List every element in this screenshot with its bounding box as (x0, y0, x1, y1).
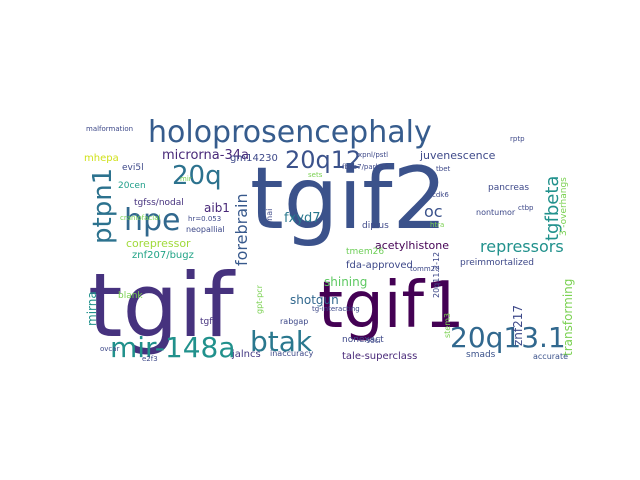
word: dipius (362, 221, 389, 231)
word: tgfi2 (200, 317, 221, 327)
word: fbxo7/park15 (342, 163, 389, 171)
word: tgif2 (250, 149, 448, 249)
word: evi5l (122, 163, 144, 173)
word: jalncs (232, 349, 261, 360)
word: preimmortalized (460, 258, 535, 268)
word: e2f3 (142, 355, 158, 363)
word: nontumor (476, 208, 516, 217)
word: btak (250, 325, 313, 358)
word: 3'-overhangs (559, 177, 569, 236)
word: nonexact (342, 335, 384, 345)
word: rabgap (280, 317, 309, 326)
word: xpnl/pstl (358, 151, 389, 159)
word: 20q (172, 161, 222, 191)
word: sets (308, 171, 323, 179)
word: tbet (436, 165, 451, 173)
word: ptpn1 (88, 167, 118, 244)
word: shotgun (290, 293, 339, 307)
word: 20cen (118, 181, 146, 191)
word: aib1 (204, 201, 230, 215)
word: ctbp (518, 204, 534, 212)
word: repressors (480, 237, 564, 256)
word: juvenescence (420, 149, 496, 162)
word-cloud: tgif2 tgif tgif1 holoprosencephaly 20q12… (80, 106, 579, 374)
word: mir (180, 175, 192, 183)
word: 20q12 (285, 146, 362, 174)
word: microrna-34a (162, 148, 249, 163)
word: gpt-pcr (255, 285, 264, 314)
word: rptp (510, 135, 525, 143)
word: mir-148a (110, 331, 236, 364)
word: ovcar (100, 345, 120, 353)
word: fxyd7 (284, 211, 321, 226)
word: shining (324, 275, 368, 289)
word: hr=0.053 (188, 215, 222, 223)
word: tgfss/nodal (134, 198, 184, 208)
word: craniofacial (120, 214, 161, 222)
word: tomm20 (410, 265, 440, 273)
word: inaccuracy (270, 349, 314, 358)
word: smads (466, 350, 496, 360)
word: mhepa (84, 153, 119, 164)
word: malformation (86, 125, 134, 133)
word: tgif (88, 254, 234, 357)
word: cdk6 (432, 191, 449, 199)
word: corepressor (126, 237, 191, 250)
word: stem3 (443, 312, 452, 338)
word: rnai (265, 208, 274, 224)
word: blank (118, 291, 143, 301)
word: pancreas (488, 183, 530, 193)
word: tmem26 (346, 247, 385, 257)
word: fda-approved (346, 260, 413, 271)
word: accurate (533, 352, 569, 361)
word: transforming (561, 278, 575, 356)
word: mirna (85, 291, 99, 326)
word: tale-superclass (342, 351, 418, 362)
word: znf217 (511, 304, 525, 346)
word: neopallial (186, 225, 225, 234)
word: htra (430, 221, 445, 229)
word: acetylhistone (375, 239, 449, 252)
word: 20q13.1 (450, 321, 566, 354)
word: oc (424, 202, 443, 221)
word: 20q11.2-12 (432, 251, 441, 298)
word: forebrain (232, 193, 251, 266)
word: tgif1 (318, 269, 465, 343)
word: znf207/bugz (132, 250, 194, 261)
word: hpe (124, 203, 181, 238)
word: gm14230 (230, 153, 278, 164)
word: holoprosencephaly (148, 115, 432, 150)
word: 95ci (366, 337, 381, 345)
word: tg-interacting (312, 305, 360, 313)
